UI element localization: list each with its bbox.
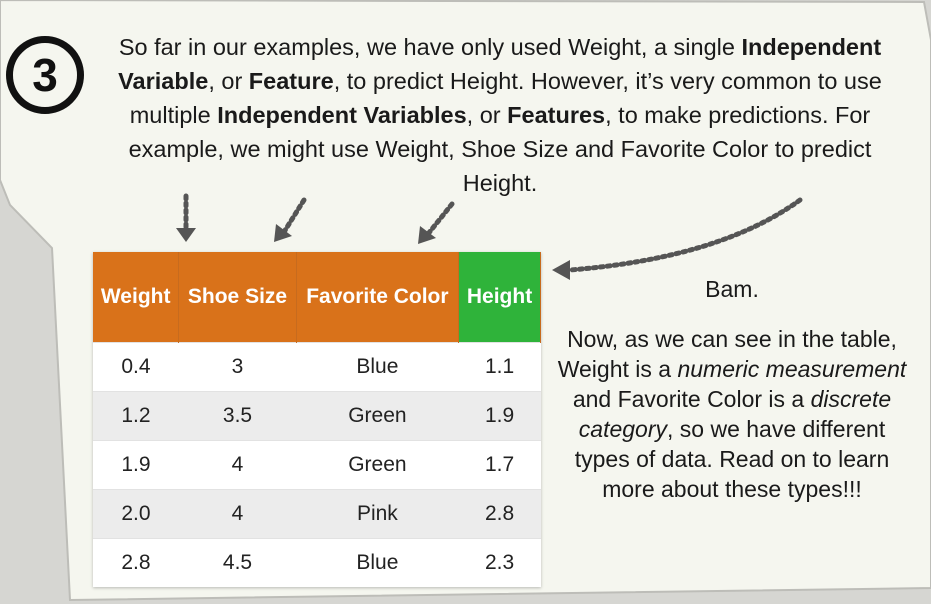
table-cell: 4 [178, 489, 297, 539]
table-header-row: Weight Shoe Size Favorite Color Height [93, 252, 541, 343]
side-note-paragraph: Now, as we can see in the table, Weight … [552, 324, 912, 504]
intro-text: So far in our examples, we have only use… [118, 34, 742, 60]
table-cell: Pink [296, 489, 459, 539]
side-note-text: and Favorite Color is a [572, 386, 811, 412]
table-cell: 2.3 [458, 538, 541, 587]
intro-bold-term: Feature [248, 68, 334, 94]
table-cell: 2.0 [93, 489, 179, 539]
intro-paragraph: So far in our examples, we have only use… [110, 30, 890, 200]
table-body: 0.4 3 Blue 1.1 1.2 3.5 Green 1.9 1.9 4 Green 1.7 2.0… [93, 342, 541, 587]
intro-text: , to make predictions. For example, we m… [128, 102, 872, 196]
table-cell: 2.8 [93, 538, 179, 587]
table-cell: 3.5 [178, 391, 297, 441]
table-cell: 3 [178, 342, 297, 392]
table-cell: 1.7 [458, 440, 541, 490]
column-header-shoe-size: Shoe Size [178, 252, 297, 343]
table-cell: 4.5 [178, 538, 297, 587]
table-cell: Blue [296, 538, 459, 587]
side-note-emphasis: discrete category [578, 386, 892, 442]
intro-bold-term: Independent Variables [217, 102, 467, 128]
table-cell: Green [296, 391, 459, 441]
intro-bold-term: Features [507, 102, 606, 128]
step-number: 3 [32, 49, 58, 101]
bam-text: Bam. [705, 276, 759, 302]
table-cell: 1.2 [93, 391, 179, 441]
table-row: 1.9 4 Green 1.7 [93, 440, 541, 490]
table-cell: 1.9 [93, 440, 179, 490]
table-cell: 1.9 [458, 391, 541, 441]
intro-text: , to predict Height. However, it’s very … [129, 68, 882, 128]
table-row: 2.0 4 Pink 2.8 [93, 489, 541, 539]
step-number-badge: 3 [6, 36, 84, 114]
table-row: 2.8 4.5 Blue 2.3 [93, 538, 541, 587]
table-cell: 0.4 [93, 342, 179, 392]
side-note-emphasis: numeric measurement [677, 356, 907, 382]
intro-text: , or [208, 68, 249, 94]
intro-text: , or [466, 102, 508, 128]
intro-bold-term: Independent Variable [118, 34, 882, 94]
data-table: Weight Shoe Size Favorite Color Height 0.4 3… [93, 252, 541, 587]
table-cell: 2.8 [458, 489, 541, 539]
side-note: Bam. Now, as we can see in the table, We… [552, 274, 912, 504]
table-row: 1.2 3.5 Green 1.9 [93, 391, 541, 441]
side-note-text: Now, as we can see in the table, Weight … [557, 326, 897, 382]
table-cell: Green [296, 440, 459, 490]
table-cell: 4 [178, 440, 297, 490]
column-header-weight: Weight [93, 252, 180, 343]
table-row: 0.4 3 Blue 1.1 [93, 342, 541, 392]
table-cell: 1.1 [458, 342, 541, 392]
column-header-favorite-color: Favorite Color [296, 252, 460, 343]
column-header-height: Height [458, 252, 541, 343]
side-note-text: , so we have different types of data. Re… [574, 416, 890, 502]
table-cell: Blue [296, 342, 459, 392]
